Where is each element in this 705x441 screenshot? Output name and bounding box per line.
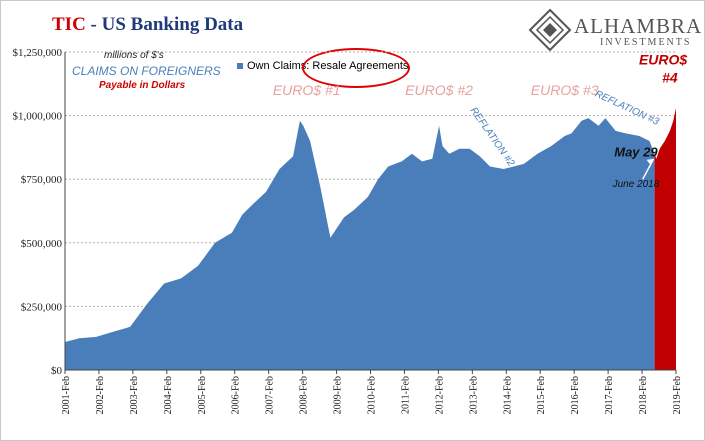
logo-brand-text: ALHAMBRA	[574, 14, 703, 38]
chart-title: TIC - US Banking Data	[52, 14, 243, 36]
annotation-label: May 29	[614, 144, 658, 159]
x-tick-label: 2002-Feb	[95, 376, 106, 414]
y-tick-label: $1,000,000	[13, 111, 63, 123]
x-tick-label: 2006-Feb	[231, 376, 242, 414]
annotation-label: EURO$ #1	[273, 82, 341, 98]
annotation-label: EURO$	[639, 52, 687, 68]
x-tick-label: 2019-Feb	[672, 376, 683, 414]
highlight-circle	[302, 48, 410, 88]
logo-sub-text: INVESTMENTS	[600, 37, 692, 48]
x-tick-label: 2005-Feb	[197, 376, 208, 414]
x-tick-label: 2013-Feb	[468, 376, 479, 414]
series-area	[65, 118, 655, 370]
annotation-label: June 2018	[612, 179, 660, 190]
x-tick-label: 2015-Feb	[536, 376, 547, 414]
units-note: millions of $'s	[104, 50, 164, 61]
y-tick-label: $0	[51, 365, 63, 377]
x-tick-label: 2010-Feb	[367, 376, 378, 414]
annotation-label: #4	[662, 70, 678, 86]
y-tick-label: $1,250,000	[13, 47, 63, 59]
x-tick-label: 2014-Feb	[502, 376, 513, 414]
annotation-label: EURO$ #2	[405, 82, 473, 98]
x-tick-label: 2016-Feb	[570, 376, 581, 414]
x-tick-label: 2007-Feb	[265, 376, 276, 414]
x-tick-label: 2001-Feb	[61, 376, 72, 414]
x-tick-label: 2017-Feb	[604, 376, 615, 414]
title-rest: - US Banking Data	[85, 14, 244, 35]
x-tick-label: 2011-Feb	[400, 376, 411, 414]
logo-diamond-icon	[528, 8, 572, 52]
x-tick-label: 2008-Feb	[299, 376, 310, 414]
title-red-part: TIC	[52, 14, 86, 35]
legend-swatch	[237, 63, 243, 70]
x-tick-label: 2004-Feb	[163, 376, 174, 414]
annotation-label: EURO$ #3	[531, 82, 599, 98]
annotation-arrow-head	[646, 158, 654, 165]
y-tick-label: $750,000	[21, 174, 63, 186]
x-tick-label: 2003-Feb	[129, 376, 140, 414]
alhambra-logo: ALHAMBRA INVESTMENTS	[528, 8, 703, 52]
y-tick-label: $500,000	[21, 238, 63, 250]
x-tick-label: 2012-Feb	[434, 376, 445, 414]
x-tick-label: 2018-Feb	[638, 376, 649, 414]
highlight-area	[654, 108, 676, 370]
y-tick-label: $250,000	[21, 301, 63, 313]
payable-note: Payable in Dollars	[99, 80, 186, 91]
x-tick-label: 2009-Feb	[333, 376, 344, 414]
claims-note: CLAIMS ON FOREIGNERS	[72, 64, 221, 78]
